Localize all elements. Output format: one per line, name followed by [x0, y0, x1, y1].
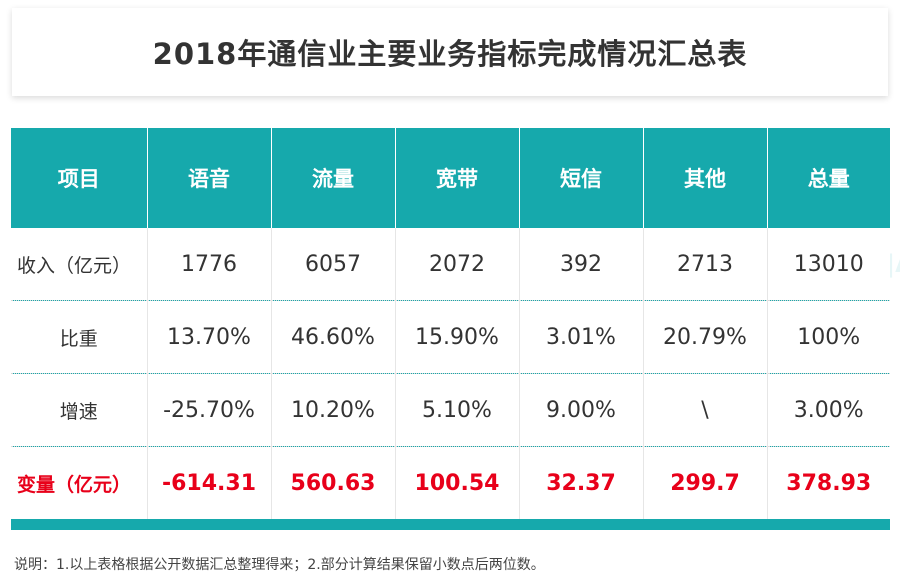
row-label: 比重 — [11, 300, 148, 374]
table-cell: 3.00% — [767, 373, 890, 447]
column-header: 宽带 — [395, 128, 520, 228]
table-cell: 5.10% — [395, 373, 520, 447]
table-cell: 46.60% — [271, 300, 396, 374]
table-cell: 15.90% — [395, 300, 520, 374]
table-row: 比重 13.70% 46.60% 15.90% 3.01% 20.79% 100… — [11, 300, 890, 374]
footnote: 说明：1.以上表格根据公开数据汇总整理得来；2.部分计算结果保留小数点后两位数。 — [14, 557, 545, 573]
row-label: 收入（亿元） — [11, 228, 148, 301]
table-cell: 378.93 — [767, 446, 890, 519]
title-card: 2018年通信业主要业务指标完成情况汇总表 — [12, 8, 888, 96]
column-header: 短信 — [519, 128, 644, 228]
table-cell: 100.54 — [395, 446, 520, 519]
table-cell: 560.63 — [271, 446, 396, 519]
table-container: 项目 语音 流量 宽带 短信 其他 总量 收入（亿元） 1776 6057 20… — [11, 128, 890, 530]
table-title: 2018年通信业主要业务指标完成情况汇总表 — [152, 37, 748, 71]
table-cell: 2713 — [643, 228, 768, 301]
table-cell: \ — [643, 373, 768, 447]
column-header: 项目 — [11, 128, 148, 228]
table-cell: 1776 — [147, 228, 272, 301]
table-cell: 13010 — [767, 228, 890, 301]
column-header: 总量 — [767, 128, 890, 228]
table-cell: 3.01% — [519, 300, 644, 374]
table-cell: 6057 — [271, 228, 396, 301]
row-label: 增速 — [11, 373, 148, 447]
table-cell: 9.00% — [519, 373, 644, 447]
table-cell: 32.37 — [519, 446, 644, 519]
column-header: 流量 — [271, 128, 396, 228]
table-row: 收入（亿元） 1776 6057 2072 392 2713 13010 — [11, 228, 890, 301]
table-row-highlight: 变量（亿元） -614.31 560.63 100.54 32.37 299.7… — [11, 446, 890, 519]
row-label: 变量（亿元） — [11, 446, 148, 519]
table-cell: 100% — [767, 300, 890, 374]
table-cell: 13.70% — [147, 300, 272, 374]
data-table: 项目 语音 流量 宽带 短信 其他 总量 收入（亿元） 1776 6057 20… — [11, 128, 890, 519]
table-row: 增速 -25.70% 10.20% 5.10% 9.00% \ 3.00% — [11, 373, 890, 447]
column-header: 其他 — [643, 128, 768, 228]
table-cell: 392 — [519, 228, 644, 301]
table-cell: 20.79% — [643, 300, 768, 374]
table-cell: -614.31 — [147, 446, 272, 519]
header-row: 项目 语音 流量 宽带 短信 其他 总量 — [11, 128, 890, 228]
column-header: 语音 — [147, 128, 272, 228]
table-cell: -25.70% — [147, 373, 272, 447]
table-cell: 10.20% — [271, 373, 396, 447]
table-cell: 2072 — [395, 228, 520, 301]
table-cell: 299.7 — [643, 446, 768, 519]
